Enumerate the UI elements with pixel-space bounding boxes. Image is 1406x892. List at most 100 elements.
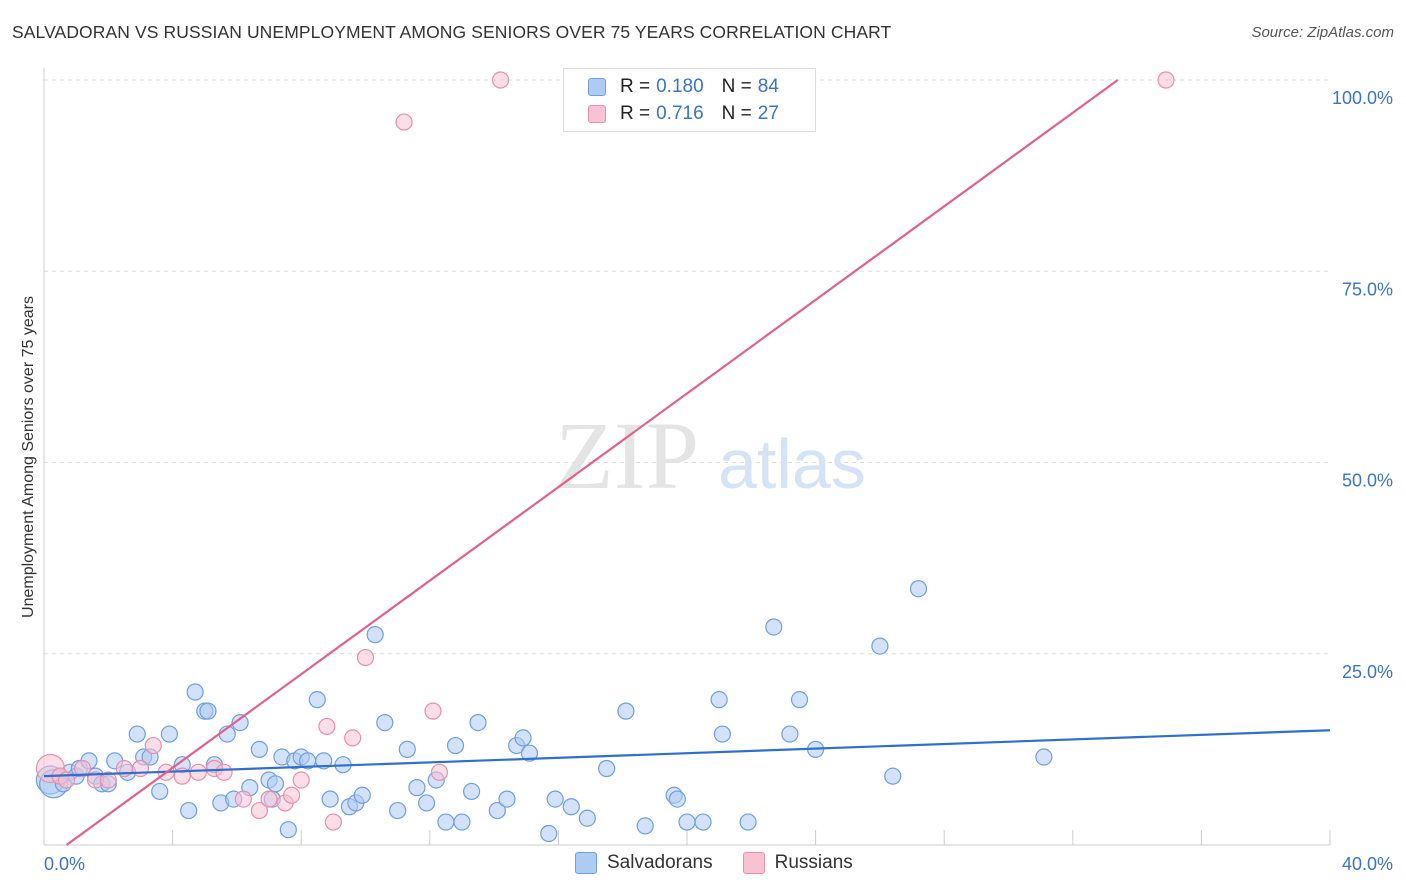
russians-point bbox=[260, 790, 278, 808]
salvadorans-point bbox=[308, 691, 326, 709]
tick-labels: 100.0% 75.0% 50.0% 25.0% 0.0% 40.0% bbox=[44, 88, 1393, 874]
salvadorans-point bbox=[199, 702, 217, 720]
legend-r-value: 0.716 bbox=[656, 103, 704, 124]
salvadorans-point bbox=[710, 691, 728, 709]
salvadorans-point bbox=[417, 794, 436, 812]
salvadorans-point bbox=[694, 813, 712, 831]
salvadorans-point bbox=[231, 713, 249, 732]
x-tick-label: 40.0% bbox=[1342, 854, 1393, 874]
salvadorans-point bbox=[540, 824, 558, 843]
russians-point bbox=[344, 729, 362, 747]
russians-point bbox=[318, 717, 336, 736]
salvadorans-point bbox=[353, 786, 371, 804]
salvadorans-point bbox=[250, 740, 269, 758]
legend-swatch-russians bbox=[742, 852, 765, 874]
salvadorans-point bbox=[160, 725, 178, 743]
series-legend: Salvadorans Russians bbox=[575, 852, 883, 874]
legend-n-label: N = bbox=[721, 76, 752, 97]
watermark-atlas: atlas bbox=[718, 425, 866, 503]
salvadorans-point bbox=[790, 691, 809, 709]
y-tick-label: 25.0% bbox=[1342, 662, 1393, 682]
salvadorans-point bbox=[453, 813, 471, 831]
salvadorans-point bbox=[562, 798, 580, 816]
trend-lines bbox=[43, 79, 1331, 846]
russians-point bbox=[189, 763, 207, 781]
watermark: ZIP atlas bbox=[555, 402, 866, 509]
salvadorans-point bbox=[1035, 748, 1053, 766]
axes bbox=[43, 68, 1331, 846]
russians-point bbox=[1157, 71, 1175, 89]
russians-point bbox=[430, 763, 449, 781]
salvadorans-point bbox=[739, 813, 757, 831]
salvadorans-point bbox=[909, 580, 928, 598]
salvadorans-point bbox=[366, 626, 384, 644]
y-tick-label: 100.0% bbox=[1332, 88, 1393, 108]
legend-n-value: 27 bbox=[757, 103, 779, 124]
salvadorans-point bbox=[713, 725, 731, 743]
salvadorans-point bbox=[128, 725, 146, 743]
legend-n-label: N = bbox=[721, 103, 752, 124]
salvadorans-point bbox=[266, 775, 285, 793]
correlation-legend: R = 0.180 N = 84 R = 0.716 N = 27 bbox=[563, 68, 816, 132]
russians-point bbox=[324, 813, 342, 831]
russians-point bbox=[250, 801, 269, 820]
salvadorans-point bbox=[884, 767, 902, 785]
salvadorans-point bbox=[871, 637, 889, 655]
russians-point bbox=[131, 759, 150, 778]
russians-point bbox=[234, 790, 252, 808]
x-tick-label: 0.0% bbox=[44, 854, 85, 874]
legend-swatch-salvadorans bbox=[588, 78, 606, 96]
data-points bbox=[35, 71, 1175, 843]
salvadorans-point bbox=[636, 817, 654, 835]
salvadorans-point bbox=[389, 801, 407, 820]
russians-point bbox=[356, 648, 375, 667]
legend-item-salvadorans: Salvadorans bbox=[575, 852, 713, 874]
salvadorans-point bbox=[617, 702, 635, 720]
legend-label-salvadorans: Salvadorans bbox=[607, 852, 713, 873]
salvadorans-point bbox=[469, 713, 487, 732]
salvadorans-point bbox=[578, 809, 596, 827]
salvadorans-point bbox=[151, 782, 169, 801]
salvadorans-point bbox=[514, 729, 532, 747]
salvadorans-point bbox=[186, 683, 204, 701]
legend-n-value: 84 bbox=[757, 76, 779, 97]
salvadorans-point bbox=[546, 790, 564, 808]
salvadorans-point bbox=[408, 779, 426, 797]
legend-row-salvadorans: R = 0.180 N = 84 bbox=[588, 75, 779, 99]
russians-point bbox=[73, 759, 92, 778]
salvadorans-point bbox=[678, 813, 696, 831]
salvadorans-point bbox=[315, 752, 333, 770]
salvadorans-point bbox=[498, 790, 516, 808]
russians-point bbox=[144, 736, 162, 755]
russians-point bbox=[491, 71, 510, 89]
salvadorans-point bbox=[180, 801, 198, 820]
salvadorans-point bbox=[437, 813, 455, 831]
legend-swatch-russians bbox=[588, 105, 606, 123]
salvadorans-point bbox=[520, 744, 539, 762]
russians-point bbox=[215, 763, 233, 781]
salvadorans-point bbox=[321, 790, 339, 808]
legend-item-russians: Russians bbox=[742, 852, 853, 874]
watermark-zip: ZIP bbox=[555, 402, 699, 509]
salvadorans-point bbox=[598, 759, 616, 778]
salvadorans-point bbox=[488, 801, 506, 820]
chart-title: SALVADORAN VS RUSSIAN UNEMPLOYMENT AMONG… bbox=[12, 22, 892, 42]
salvadorans-trend-line bbox=[43, 729, 1331, 778]
y-tick-label: 50.0% bbox=[1342, 471, 1393, 491]
salvadorans-point bbox=[398, 740, 416, 758]
grid-lines bbox=[44, 79, 1330, 655]
y-tick-label: 75.0% bbox=[1342, 279, 1393, 299]
salvadorans-point bbox=[462, 782, 481, 801]
legend-swatch-salvadorans bbox=[575, 852, 597, 874]
russians-point bbox=[424, 702, 442, 720]
salvadorans-point bbox=[668, 790, 686, 808]
legend-r-value: 0.180 bbox=[656, 76, 704, 97]
salvadorans-point bbox=[781, 725, 799, 743]
salvadorans-point bbox=[446, 736, 465, 755]
russians-point bbox=[99, 771, 117, 789]
source-credit: Source: ZipAtlas.com bbox=[1251, 24, 1394, 41]
legend-r-label: R = bbox=[620, 103, 651, 124]
russians-point bbox=[395, 113, 413, 131]
salvadorans-point bbox=[765, 618, 783, 636]
